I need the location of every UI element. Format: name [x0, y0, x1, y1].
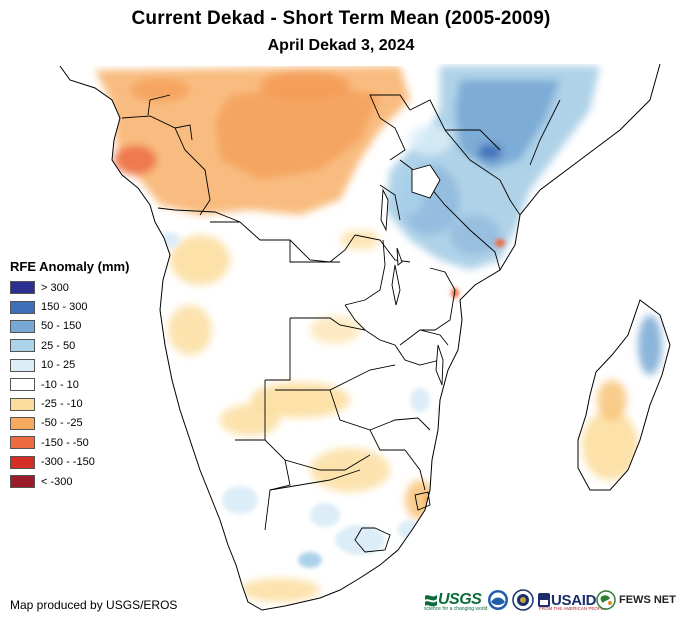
- fews-globe-icon: [596, 590, 616, 610]
- legend-swatch: [10, 281, 35, 295]
- usaid-logo: USAID FROM THE AMERICAN PEOPLE: [537, 586, 606, 614]
- legend-item: 50 - 150: [10, 317, 129, 336]
- legend-label: > 300: [41, 281, 69, 294]
- usgs-logo: USGS science for a changing world: [424, 586, 488, 614]
- usaid-wordmark: USAID: [551, 591, 597, 609]
- legend-swatch: [10, 378, 35, 392]
- legend-label: -300 - -150: [41, 456, 95, 469]
- map-subtitle: April Dekad 3, 2024: [267, 37, 415, 54]
- fews-net-logo: FEWS NET: [596, 586, 680, 614]
- legend-swatch: [10, 455, 35, 469]
- legend-label: 10 - 25: [41, 359, 76, 372]
- legend-item: -50 - -25: [10, 414, 129, 433]
- legend-label: -150 - -50: [41, 436, 89, 449]
- fews-net-wordmark: FEWS NET: [619, 594, 676, 606]
- usgs-tagline: science for a changing world: [424, 606, 488, 612]
- legend-item: -300 - -150: [10, 453, 129, 472]
- lakes: [380, 164, 444, 386]
- noaa-logo-icon: [487, 586, 509, 614]
- coastlines: [59, 63, 671, 611]
- dhs-seal-icon: [512, 586, 534, 614]
- legend-title: RFE Anomaly (mm): [10, 259, 130, 274]
- partner-logos: USGS science for a changing world USAID …: [424, 586, 682, 616]
- legend-item: -25 - -10: [10, 394, 129, 413]
- legend-label: < -300: [41, 475, 73, 488]
- map-title: Current Dekad - Short Term Mean (2005-20…: [131, 8, 551, 29]
- legend-swatch: [10, 436, 35, 450]
- legend-item: 10 - 25: [10, 356, 129, 375]
- legend-swatch: [10, 358, 35, 372]
- legend-label: 25 - 50: [41, 339, 76, 352]
- legend-label: 50 - 150: [41, 320, 82, 333]
- usaid-seal-icon: [538, 593, 550, 607]
- map-legend: RFE Anomaly (mm) > 300 150 - 300 50 - 150 2…: [10, 259, 129, 491]
- legend-label: -25 - -10: [41, 398, 83, 411]
- legend-label: 150 - 300: [41, 301, 88, 314]
- legend-label: -10 - 10: [41, 378, 79, 391]
- usgs-wave-icon: [425, 595, 437, 607]
- legend-swatch: [10, 300, 35, 314]
- legend-item: < -300: [10, 472, 129, 491]
- legend-swatch: [10, 339, 35, 353]
- legend-item: 25 - 50: [10, 336, 129, 355]
- legend-item: -150 - -50: [10, 433, 129, 452]
- map-credit: Map produced by USGS/EROS: [10, 598, 178, 612]
- legend-item: -10 - 10: [10, 375, 129, 394]
- legend-swatch: [10, 397, 35, 411]
- legend-swatch: [10, 319, 35, 333]
- usgs-wordmark: USGS: [438, 591, 482, 608]
- legend-item: 150 - 300: [10, 297, 129, 316]
- legend-swatch: [10, 416, 35, 430]
- country-borders: [121, 94, 561, 553]
- usaid-tagline: FROM THE AMERICAN PEOPLE: [539, 606, 607, 611]
- legend-label: -50 - -25: [41, 417, 83, 430]
- legend-item: > 300: [10, 278, 129, 297]
- legend-swatch: [10, 475, 35, 489]
